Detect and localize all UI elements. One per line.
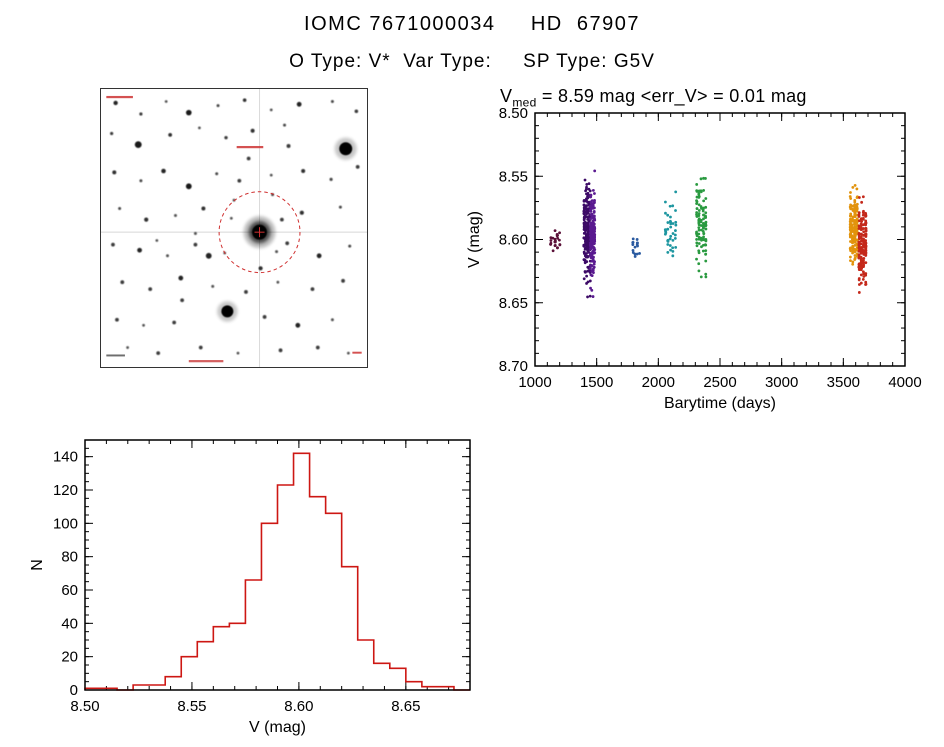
- svg-text:140: 140: [53, 449, 78, 466]
- svg-text:60: 60: [61, 582, 78, 599]
- svg-text:8.65: 8.65: [499, 295, 528, 312]
- svg-text:4000: 4000: [888, 374, 921, 391]
- star-field-image: [100, 88, 368, 368]
- vmed-value-text: = 8.59 mag <err_V> = 0.01 mag: [536, 86, 807, 106]
- svg-text:8.65: 8.65: [391, 698, 420, 715]
- svg-text:8.55: 8.55: [177, 698, 206, 715]
- svg-text:V (mag): V (mag): [466, 211, 483, 268]
- svg-text:80: 80: [61, 549, 78, 566]
- svg-text:1500: 1500: [580, 374, 613, 391]
- svg-text:2500: 2500: [703, 374, 736, 391]
- svg-text:40: 40: [61, 615, 78, 632]
- svg-text:1000: 1000: [518, 374, 551, 391]
- svg-text:8.55: 8.55: [499, 168, 528, 185]
- star-field-svg: [101, 89, 367, 367]
- svg-text:8.50: 8.50: [499, 105, 528, 122]
- page-title: IOMC 7671000034 HD 67907: [304, 13, 640, 35]
- svg-text:0: 0: [70, 682, 78, 699]
- svg-text:2000: 2000: [642, 374, 675, 391]
- svg-text:8.60: 8.60: [499, 232, 528, 249]
- svg-text:V (mag): V (mag): [249, 719, 306, 736]
- vmed-symbol: V: [500, 86, 513, 106]
- svg-text:8.70: 8.70: [499, 358, 528, 375]
- light-curve-title: Vmed = 8.59 mag <err_V> = 0.01 mag: [500, 86, 807, 110]
- svg-text:Barytime (days): Barytime (days): [664, 395, 776, 412]
- svg-text:3500: 3500: [827, 374, 860, 391]
- vmed-subscript: med: [512, 95, 537, 110]
- histogram-plot: 8.50 8.55 8.60 8.65 0 20 40 60 80 100 120 140 V (mag…: [30, 439, 471, 736]
- svg-text:8.60: 8.60: [284, 698, 313, 715]
- svg-text:N: N: [30, 559, 46, 571]
- svg-text:100: 100: [53, 515, 78, 532]
- svg-text:8.50: 8.50: [70, 698, 99, 715]
- svg-text:3000: 3000: [765, 374, 798, 391]
- light-curve-plot: 1000 1500 2000 2500 3000 3500 4000 8.50 8.55 8.60…: [466, 105, 922, 412]
- svg-text:20: 20: [61, 649, 78, 666]
- svg-text:120: 120: [53, 482, 78, 499]
- page-subtitle: O Type: V* Var Type: SP Type: G5V: [289, 51, 655, 72]
